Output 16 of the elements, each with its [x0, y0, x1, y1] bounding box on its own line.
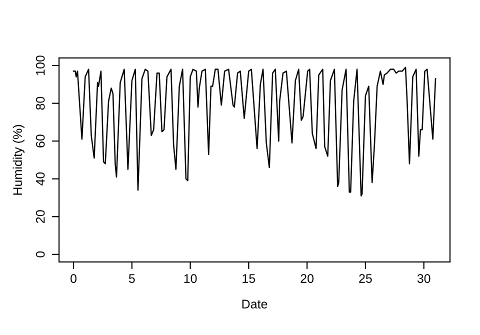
x-tick-label: 25 [359, 274, 372, 283]
x-tick-label: 0 [70, 274, 77, 283]
x-tick-label: 15 [242, 274, 256, 283]
x-tick-label: 5 [128, 274, 135, 283]
line-series [72, 66, 436, 196]
y-axis-title: Humidity (%) [12, 124, 24, 195]
x-tick-label: 10 [184, 274, 197, 283]
x-tick-label: 20 [300, 274, 314, 283]
y-tick-label: 80 [36, 96, 45, 110]
y-tick-label: 20 [36, 210, 45, 223]
x-axis-title: Date [242, 300, 268, 308]
y-tick-label: 60 [36, 134, 45, 148]
x-tick-label: 30 [417, 274, 430, 283]
y-tick-label: 40 [36, 172, 45, 186]
y-tick-label: 0 [36, 251, 45, 258]
y-tick-label: 100 [36, 56, 45, 75]
